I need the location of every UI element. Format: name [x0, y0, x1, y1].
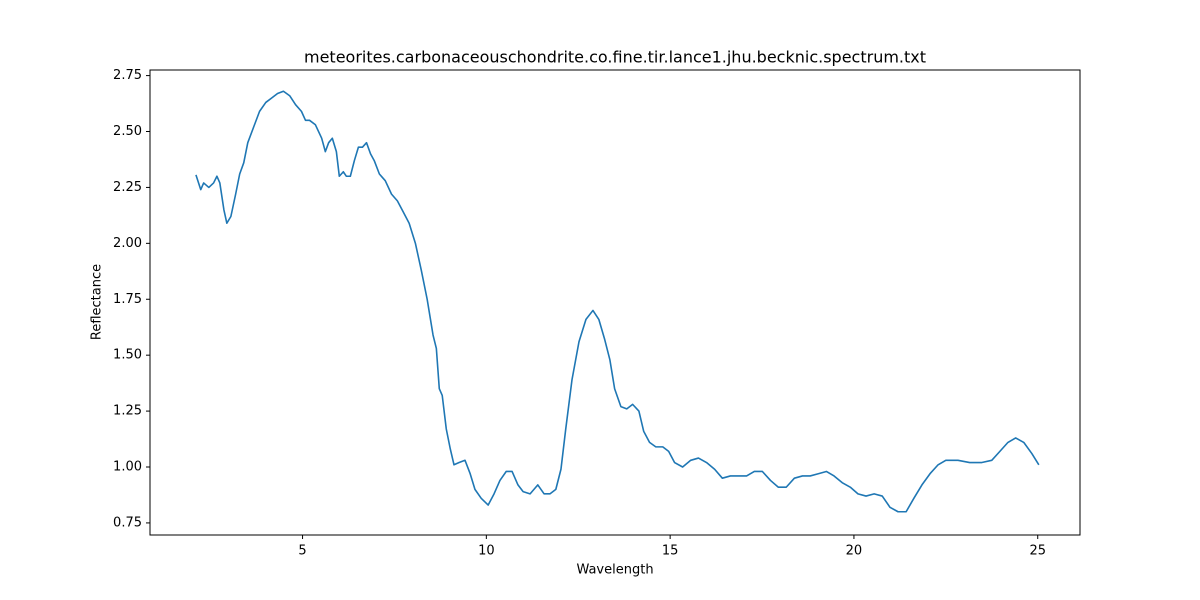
x-tick-label: 20	[846, 544, 863, 559]
y-tick-label: 1.75	[113, 292, 142, 307]
x-axis-label: Wavelength	[576, 563, 653, 578]
plot-frame	[149, 69, 1081, 536]
y-tick-label: 1.50	[113, 348, 142, 363]
x-tick-label: 25	[1029, 544, 1046, 559]
y-tick-label: 1.00	[113, 460, 142, 475]
data-line	[195, 90, 1040, 513]
y-tick-label: 2.50	[113, 124, 142, 139]
y-tick-label: 2.75	[113, 68, 142, 83]
y-tick-label: 0.75	[113, 515, 142, 530]
y-axis-label: Reflectance	[90, 264, 105, 340]
chart-title: meteorites.carbonaceouschondrite.co.fine…	[304, 48, 926, 67]
x-tick-label: 5	[298, 544, 306, 559]
y-tick-label: 2.00	[113, 236, 142, 251]
x-tick-label: 10	[478, 544, 495, 559]
x-tick-label: 15	[662, 544, 679, 559]
y-tick-label: 1.25	[113, 404, 142, 419]
y-tick-label: 2.25	[113, 180, 142, 195]
